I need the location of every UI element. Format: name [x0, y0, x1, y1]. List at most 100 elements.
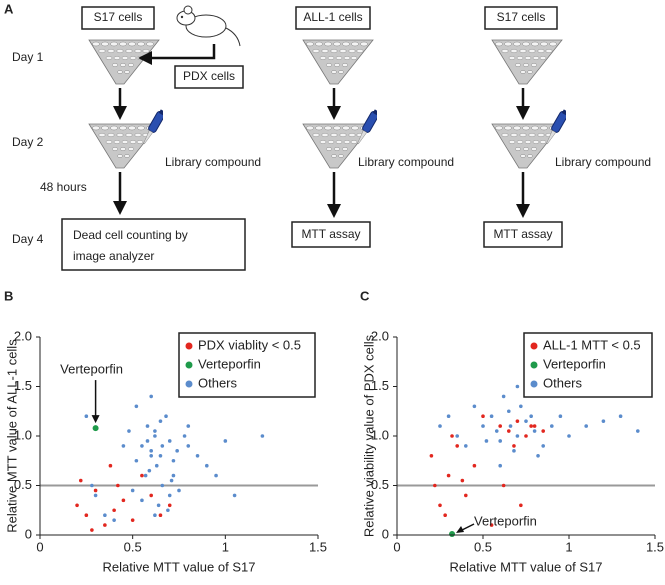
point: [186, 444, 191, 448]
point: [160, 444, 165, 448]
point: [167, 493, 172, 498]
panel-label: B: [4, 288, 13, 303]
plate: [492, 40, 562, 84]
point: [145, 439, 150, 443]
point: [524, 434, 528, 438]
point: [498, 439, 503, 443]
point: [195, 454, 200, 458]
legend-swatch: [185, 342, 193, 350]
plate: [492, 124, 562, 168]
pdx-label: PDX cells: [183, 69, 235, 83]
point: [529, 424, 533, 428]
point: [130, 488, 135, 493]
x-axis-label: Relative MTT value of S17: [103, 559, 256, 574]
arrowhead: [516, 106, 530, 120]
point: [484, 439, 489, 443]
point: [558, 414, 563, 419]
mouse: [176, 5, 241, 47]
point: [130, 518, 135, 522]
point: [232, 493, 237, 498]
point: [134, 404, 139, 409]
compound-label: Library compound: [555, 155, 651, 169]
pdx-box: [174, 65, 244, 89]
point: [529, 414, 533, 419]
point: [127, 429, 131, 433]
legend-label: Others: [198, 375, 238, 390]
point: [108, 463, 113, 468]
point: [489, 523, 494, 527]
legend-swatch: [530, 342, 538, 350]
point: [121, 498, 126, 503]
cell-box: [295, 6, 371, 30]
point: [153, 513, 157, 517]
point: [164, 414, 168, 419]
arrowhead: [327, 204, 341, 218]
point: [464, 444, 468, 448]
point: [182, 434, 187, 438]
point: [92, 425, 99, 432]
day-label: Day 1: [12, 50, 44, 64]
point: [112, 518, 116, 522]
cell-box: [484, 6, 558, 30]
x-tick-label: 0.5: [474, 539, 492, 554]
readout-box: [61, 218, 246, 271]
point: [153, 434, 157, 438]
point: [177, 488, 181, 493]
point: [223, 439, 228, 443]
point: [498, 463, 503, 468]
point: [460, 478, 465, 483]
point: [532, 429, 537, 433]
legend-swatch: [530, 361, 538, 369]
point: [166, 508, 170, 513]
point: [507, 429, 511, 433]
day-label: 48 hours: [40, 180, 87, 194]
x-tick-label: 0: [36, 539, 43, 554]
annotation-arrowhead: [91, 415, 100, 424]
point: [214, 473, 218, 478]
point: [601, 419, 606, 423]
arrow: [150, 44, 216, 60]
point: [156, 503, 161, 508]
point: [149, 394, 153, 399]
point: [90, 528, 94, 532]
point: [524, 419, 528, 423]
arrowhead: [113, 106, 127, 120]
day-label: Day 2: [12, 135, 44, 149]
point: [519, 404, 523, 409]
point: [78, 478, 83, 483]
y-tick-label: 1.5: [371, 378, 389, 393]
readout-label: MTT assay: [301, 227, 360, 241]
point: [550, 424, 554, 428]
point: [636, 429, 640, 433]
panel-label: C: [360, 288, 370, 303]
point: [103, 513, 107, 517]
point: [512, 444, 516, 448]
point: [84, 513, 89, 517]
point: [541, 444, 545, 448]
point: [481, 414, 485, 419]
point: [489, 414, 494, 419]
point: [75, 503, 79, 508]
point: [171, 473, 176, 478]
legend-swatch: [185, 361, 193, 369]
panel-label: A: [4, 1, 14, 16]
point: [584, 424, 588, 428]
legend-box: [178, 332, 316, 398]
point: [167, 439, 172, 443]
point: [536, 454, 540, 458]
point: [498, 424, 503, 428]
point: [153, 429, 157, 433]
point: [567, 434, 571, 438]
x-tick-label: 0.5: [124, 539, 142, 554]
point: [507, 409, 511, 414]
y-axis-label: Relative MTT value of ALL-1 cells: [4, 339, 19, 533]
point: [501, 394, 506, 399]
annotation: Verteporfin: [474, 513, 537, 528]
point: [84, 414, 89, 419]
cell-label: S17 cells: [94, 10, 143, 24]
readout-label: image analyzer: [73, 249, 154, 263]
cell-label: S17 cells: [497, 10, 546, 24]
point: [140, 473, 144, 478]
point: [515, 419, 520, 423]
